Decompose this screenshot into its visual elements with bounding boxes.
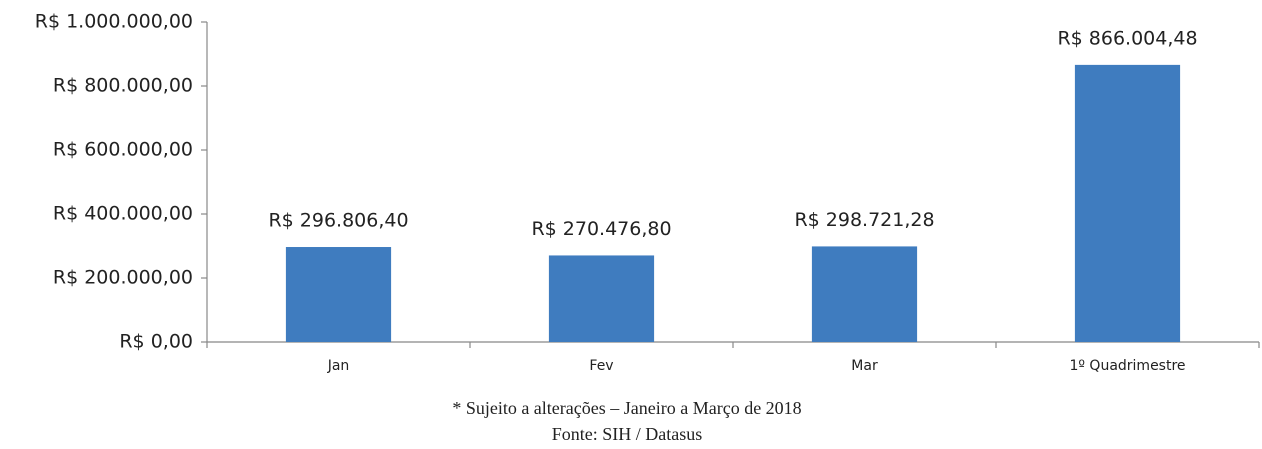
bar: [811, 246, 918, 342]
x-tick-label: Fev: [589, 358, 613, 374]
y-tick-label: R$ 800.000,00: [53, 75, 193, 97]
y-tick-label: R$ 200.000,00: [53, 267, 193, 289]
value-label: R$ 270.476,80: [531, 218, 671, 240]
y-tick-label: R$ 0,00: [119, 331, 193, 353]
annotation: Fonte: SIH / Datasus: [552, 424, 703, 444]
value-label: R$ 866.004,48: [1057, 27, 1197, 49]
x-tick-label: 1º Quadrimestre: [1069, 358, 1185, 374]
x-tick-label: Jan: [327, 358, 350, 374]
y-tick-label: R$ 1.000.000,00: [35, 11, 193, 33]
bar: [1074, 64, 1181, 342]
x-tick-label: Mar: [851, 358, 878, 374]
bar: [285, 247, 392, 342]
y-tick-label: R$ 400.000,00: [53, 203, 193, 225]
value-label: R$ 298.721,28: [794, 209, 934, 231]
y-tick-label: R$ 600.000,00: [53, 139, 193, 161]
bar: [548, 255, 655, 342]
annotation: * Sujeito a alterações – Janeiro a Março…: [452, 398, 801, 418]
value-label: R$ 296.806,40: [268, 210, 408, 232]
